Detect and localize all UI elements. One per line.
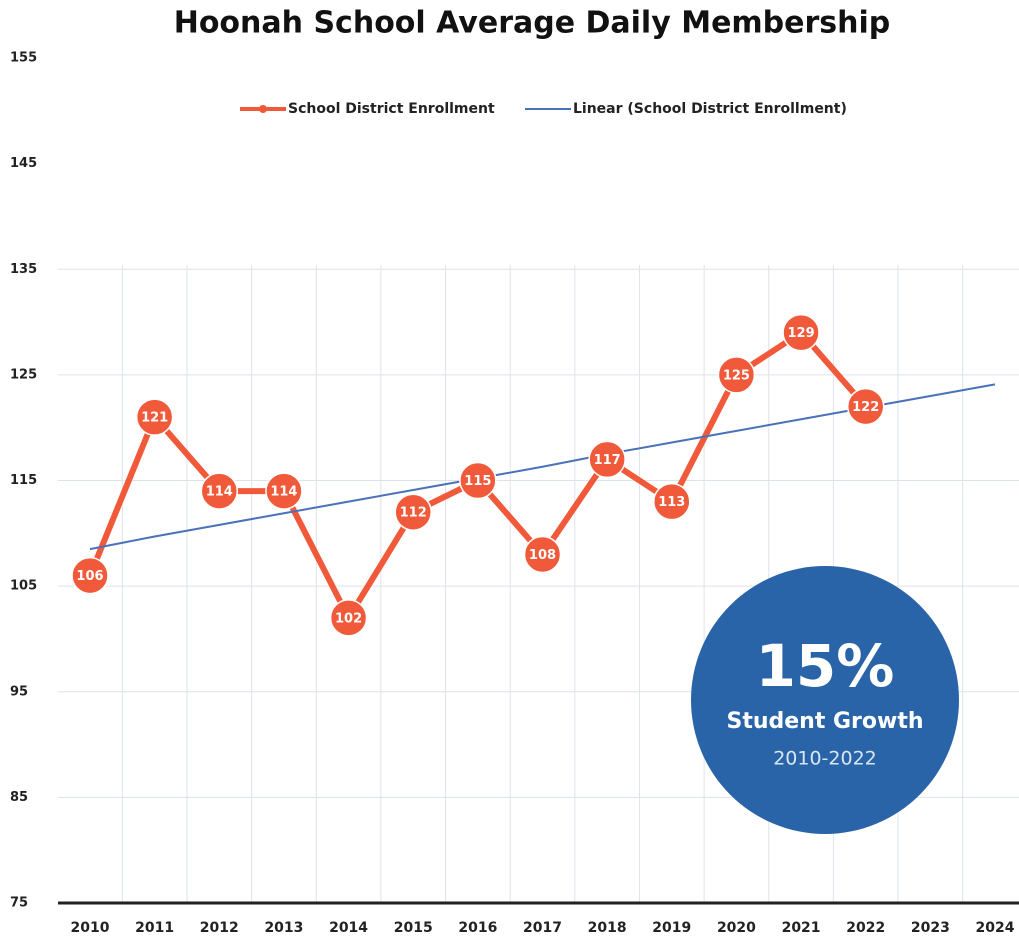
y-tick-label: 115 xyxy=(10,473,37,488)
point xyxy=(846,387,885,426)
y-tick-label: 135 xyxy=(10,262,37,277)
x-tick-label: 2018 xyxy=(588,920,627,936)
data-label: 106 xyxy=(76,569,103,584)
point xyxy=(265,472,303,510)
point xyxy=(329,599,368,637)
annotation-circle xyxy=(691,566,959,834)
data-label: 129 xyxy=(788,326,815,341)
legend-marker xyxy=(259,105,267,113)
y-tick-label: 75 xyxy=(10,896,28,911)
y-tick-label: 155 xyxy=(10,51,37,66)
legend-label: Linear (School District Enrollment) xyxy=(573,101,847,117)
x-tick-label: 2019 xyxy=(652,920,691,936)
data-label: 117 xyxy=(594,453,621,468)
x-tick-label: 2013 xyxy=(264,920,303,936)
x-tick-label: 2015 xyxy=(394,920,433,936)
annotation-text: Student Growth xyxy=(726,709,923,734)
point xyxy=(459,461,497,500)
point xyxy=(200,472,239,510)
data-label: 113 xyxy=(658,495,685,510)
y-tick-label: 105 xyxy=(10,579,37,594)
x-tick-label: 2011 xyxy=(135,920,174,936)
point xyxy=(135,398,174,436)
data-label: 115 xyxy=(464,474,491,489)
data-label: 112 xyxy=(400,506,427,521)
x-tick-label: 2016 xyxy=(458,920,497,936)
point xyxy=(782,313,820,352)
data-label: 125 xyxy=(723,368,750,383)
point xyxy=(523,535,562,574)
data-label: 108 xyxy=(529,548,556,563)
data-label: 114 xyxy=(270,485,297,500)
point xyxy=(71,556,109,595)
data-label: 121 xyxy=(141,411,168,426)
x-tick-label: 2017 xyxy=(523,920,562,936)
y-tick-label: 145 xyxy=(10,156,37,171)
x-tick-label: 2021 xyxy=(782,920,821,936)
chart-title: Hoonah School Average Daily Membership xyxy=(174,6,891,41)
x-tick-label: 2014 xyxy=(329,920,368,936)
y-tick-label: 85 xyxy=(10,790,28,805)
data-label: 114 xyxy=(206,485,233,500)
x-tick-label: 2012 xyxy=(200,920,239,936)
annotation-period: 2010-2022 xyxy=(773,748,877,770)
x-tick-label: 2024 xyxy=(976,920,1015,936)
point xyxy=(717,356,756,394)
data-label: 122 xyxy=(852,400,879,415)
x-tick-label: 2022 xyxy=(846,920,885,936)
x-tick-label: 2023 xyxy=(911,920,950,936)
data-label: 102 xyxy=(335,611,362,626)
series-line xyxy=(89,383,996,551)
point xyxy=(653,482,691,521)
y-tick-label: 125 xyxy=(10,367,37,382)
point xyxy=(394,493,432,531)
y-tick-label: 95 xyxy=(10,684,28,699)
legend-label: School District Enrollment xyxy=(288,101,495,117)
x-tick-label: 2010 xyxy=(71,920,110,936)
x-tick-label: 2020 xyxy=(717,920,756,936)
annotation-headline: 15% xyxy=(756,632,895,700)
point xyxy=(588,440,626,479)
